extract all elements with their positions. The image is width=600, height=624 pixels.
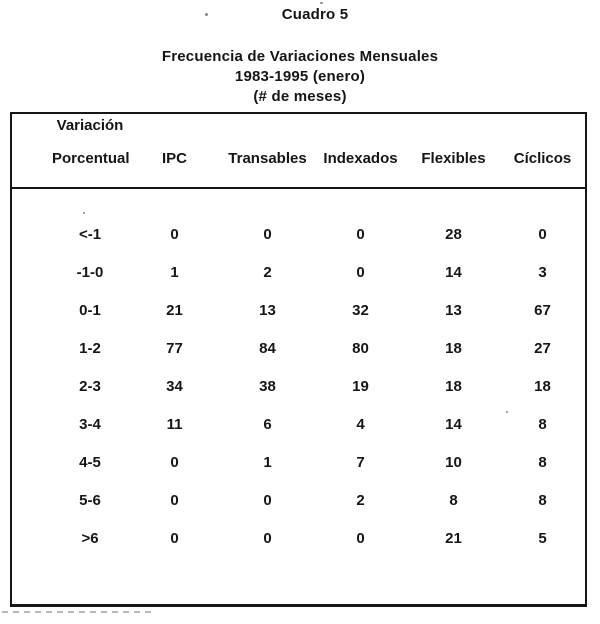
cell-transables: 2 [263, 263, 272, 281]
table-row: 0-1 21 13 32 13 67 [12, 291, 585, 329]
cell-ciclicos: 8 [538, 491, 547, 509]
cell-indexados: 0 [356, 225, 365, 243]
header-line-variacion: Variación [56, 117, 124, 134]
cell-ciclicos: 5 [538, 529, 547, 547]
cell-indexados: 4 [356, 415, 365, 433]
table-row: 2-3 34 38 19 18 18 [12, 367, 585, 405]
cell-indexados: 19 [352, 377, 369, 395]
cell-indexados: 2 [356, 491, 365, 509]
table-row: <-1 0 0 0 28 0 [12, 215, 585, 253]
cell-ciclicos: 3 [538, 263, 547, 281]
table-header-row: Variación Porcentual IPC Transables Inde… [12, 114, 585, 189]
cell-ciclicos: 27 [534, 339, 551, 357]
cell-transables: 38 [259, 377, 276, 395]
row-label-variation-range: >6 [81, 529, 99, 547]
header-line-porcentual: Porcentual [52, 150, 130, 167]
cell-flexibles: 14 [445, 263, 462, 281]
cell-indexados: 32 [352, 301, 369, 319]
cell-indexados: 0 [356, 529, 365, 547]
table-row: >6 0 0 0 21 5 [12, 519, 585, 557]
table-body: <-1 0 0 0 28 0 -1-0 1 2 0 14 3 0-1 21 13… [12, 189, 585, 557]
table-period: 1983-1995 (enero) [234, 68, 366, 85]
table-row: 5-6 0 0 2 8 8 [12, 481, 585, 519]
row-label-variation-range: 3-4 [79, 415, 101, 433]
scan-speck [320, 2, 323, 4]
cell-transables: 13 [259, 301, 276, 319]
cell-flexibles: 13 [445, 301, 462, 319]
column-header-ipc: IPC [161, 150, 187, 167]
frequency-table: Variación Porcentual IPC Transables Inde… [10, 112, 587, 607]
cell-ciclicos: 67 [534, 301, 551, 319]
cell-transables: 0 [263, 491, 272, 509]
row-label-variation-range: 2-3 [79, 377, 101, 395]
cell-ciclicos: 8 [538, 415, 547, 433]
cell-ipc: 0 [170, 453, 179, 471]
cell-ipc: 1 [170, 263, 179, 281]
cell-ipc: 77 [166, 339, 183, 357]
cell-transables: 0 [263, 529, 272, 547]
table-row: 3-4 11 6 4 14 8 [12, 405, 585, 443]
scan-speck [83, 212, 85, 214]
column-header-indexados: Indexados [323, 150, 398, 167]
row-label-variation-range: <-1 [78, 225, 102, 243]
column-header-flexibles: Flexibles [421, 150, 486, 167]
cell-transables: 0 [263, 225, 272, 243]
table-units: (# de meses) [253, 88, 347, 105]
cell-flexibles: 18 [445, 339, 462, 357]
cell-ipc: 0 [170, 529, 179, 547]
table-title-block: Frecuencia de Variaciones Mensuales 1983… [0, 47, 600, 107]
cell-transables: 6 [263, 415, 272, 433]
cell-indexados: 7 [356, 453, 365, 471]
table-title: Frecuencia de Variaciones Mensuales [161, 48, 439, 65]
row-label-variation-range: -1-0 [76, 263, 104, 281]
column-header-transables: Transables [228, 150, 307, 167]
cell-indexados: 0 [356, 263, 365, 281]
cell-flexibles: 14 [445, 415, 462, 433]
cell-flexibles: 8 [449, 491, 458, 509]
cell-flexibles: 21 [445, 529, 462, 547]
cell-indexados: 80 [352, 339, 369, 357]
cell-flexibles: 18 [445, 377, 462, 395]
cell-ipc: 34 [166, 377, 183, 395]
column-header-ciclicos: Cíclicos [513, 150, 572, 167]
row-label-variation-range: 5-6 [79, 491, 101, 509]
cell-ciclicos: 8 [538, 453, 547, 471]
cell-flexibles: 28 [445, 225, 462, 243]
scan-speck [205, 13, 208, 16]
cell-ipc: 0 [170, 491, 179, 509]
table-caption: Cuadro 5 [281, 6, 349, 23]
scan-smudge [2, 611, 152, 613]
scan-speck [506, 411, 508, 413]
cell-flexibles: 10 [445, 453, 462, 471]
row-label-variation-range: 0-1 [79, 301, 101, 319]
cell-ipc: 11 [166, 415, 183, 433]
column-header-variacion-porcentual: Variación Porcentual [12, 114, 130, 187]
table-row: -1-0 1 2 0 14 3 [12, 253, 585, 291]
row-label-variation-range: 1-2 [79, 339, 101, 357]
cell-ciclicos: 18 [534, 377, 551, 395]
table-row: 1-2 77 84 80 18 27 [12, 329, 585, 367]
table-row: 4-5 0 1 7 10 8 [12, 443, 585, 481]
cell-ciclicos: 0 [538, 225, 547, 243]
cell-ipc: 21 [166, 301, 183, 319]
cell-transables: 84 [259, 339, 276, 357]
cell-transables: 1 [263, 453, 272, 471]
cell-ipc: 0 [170, 225, 179, 243]
row-label-variation-range: 4-5 [79, 453, 101, 471]
